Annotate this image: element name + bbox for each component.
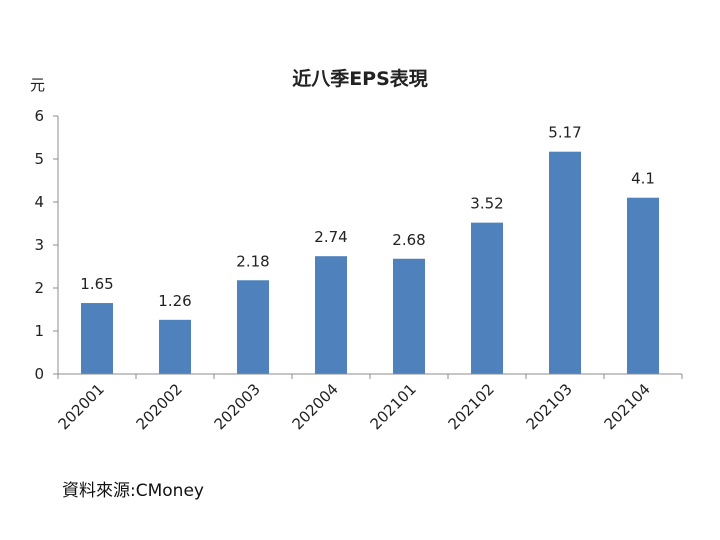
data-label: 2.18	[236, 252, 269, 270]
bar	[159, 319, 191, 374]
bar	[627, 197, 659, 374]
bar	[81, 303, 113, 374]
y-tick-label: 5	[34, 150, 44, 168]
x-tick-label: 202004	[289, 380, 342, 433]
x-tick-label: 202003	[211, 380, 264, 433]
bar	[237, 280, 269, 374]
data-label: 4.1	[631, 170, 655, 188]
data-label: 2.74	[314, 228, 347, 246]
x-tick-label: 202102	[445, 380, 498, 433]
x-axis: 202001 202002 202003 202004 202101 202102 2021…	[55, 373, 683, 433]
data-label: 1.26	[158, 292, 191, 310]
y-tick-label: 1	[34, 322, 44, 340]
y-tick-label: 3	[34, 236, 44, 254]
y-tick-label: 4	[34, 193, 44, 211]
y-tick-label: 6	[34, 107, 44, 125]
data-label: 5.17	[548, 124, 581, 142]
bar	[549, 151, 581, 374]
bar	[471, 222, 503, 374]
x-tick-label: 202001	[55, 380, 108, 433]
bar	[315, 256, 347, 374]
data-label: 3.52	[470, 195, 503, 213]
y-tick-label: 2	[34, 279, 44, 297]
bar-series: 1.65 1.26 2.18 2.74 2.68 3.52 5.17 4.1	[80, 124, 659, 374]
y-axis-unit-label: 元	[30, 76, 46, 94]
y-tick-label: 0	[34, 365, 44, 383]
x-tick-label: 202002	[133, 380, 186, 433]
y-axis: 0 1 2 3 4 5 6	[34, 107, 59, 383]
x-tick-label: 202104	[601, 380, 654, 433]
data-label: 2.68	[392, 231, 425, 249]
data-label: 1.65	[80, 275, 113, 293]
source-note: 資料來源:CMoney	[62, 481, 204, 501]
x-tick-label: 202103	[523, 380, 576, 433]
chart-title: 近八季EPS表現	[292, 68, 428, 90]
bar	[393, 258, 425, 374]
x-tick-label: 202101	[367, 380, 420, 433]
